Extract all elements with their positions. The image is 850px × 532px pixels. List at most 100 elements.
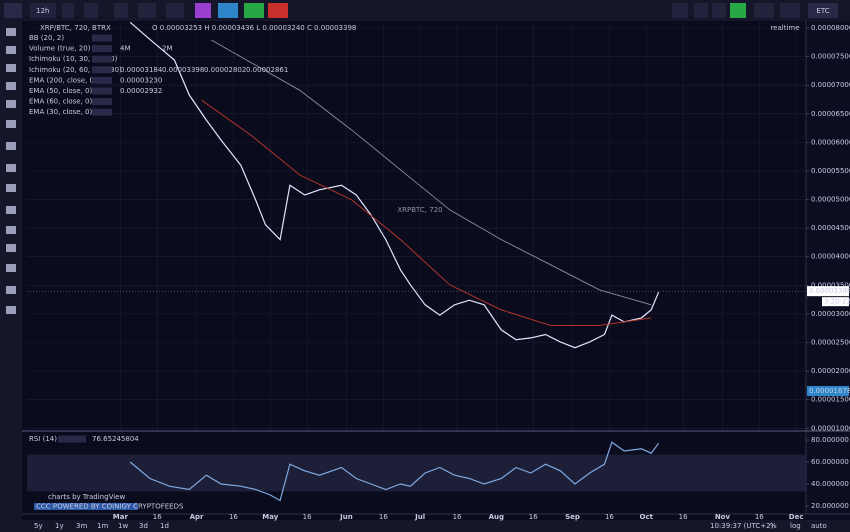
indicator-value: 0.00002802	[204, 66, 246, 74]
symbol-label: ETC	[816, 7, 829, 15]
fullscreen-button[interactable]	[672, 3, 688, 18]
indicator-value: 0.00003230	[120, 76, 162, 84]
x-tick-label: 16	[679, 513, 688, 521]
settings-button[interactable]	[114, 3, 128, 18]
y-tick-label: 0.00001500	[811, 396, 850, 404]
drawing-tools	[6, 28, 16, 314]
indicators-button[interactable]	[138, 3, 156, 18]
x-tick-label: Dec	[789, 513, 804, 521]
symbol-button[interactable]	[808, 3, 838, 18]
last-price-label: 0.00003398	[809, 287, 850, 295]
indicator-value: 2M	[162, 45, 173, 53]
tool-icon[interactable]	[6, 244, 16, 252]
sell-button[interactable]	[268, 3, 288, 18]
tool-icon[interactable]	[6, 264, 16, 272]
top-toolbar	[0, 0, 850, 21]
series-line	[201, 99, 652, 326]
range-button[interactable]: 1m	[97, 522, 108, 530]
tool-icon[interactable]	[6, 226, 16, 234]
tool-icon[interactable]	[6, 64, 16, 72]
tool-icon[interactable]	[6, 164, 16, 172]
y-tick-label: 0.00005000	[811, 196, 850, 204]
x-tick-label: Jun	[339, 513, 353, 521]
countdown-label: 3:20:22	[824, 298, 850, 306]
load-button[interactable]	[754, 3, 774, 18]
y-tick-label: 0.00005500	[811, 167, 850, 175]
rsi-title: RSI (14)	[29, 435, 57, 443]
undo-button[interactable]	[694, 3, 708, 18]
indicator-buttons	[92, 76, 112, 84]
x-tick-label: Sep	[565, 513, 580, 521]
y-tick-label: 40.000000	[811, 480, 849, 488]
range-button[interactable]: 3d	[139, 522, 148, 530]
range-button[interactable]: 1w	[118, 522, 128, 530]
tool-icon[interactable]	[6, 206, 16, 214]
rsi-value: 76.65245804	[92, 435, 139, 443]
crosshair-button[interactable]	[4, 3, 22, 18]
tool-icon[interactable]	[6, 46, 16, 54]
indicator-buttons	[92, 34, 112, 42]
x-tick-label: 16	[529, 513, 538, 521]
buy-button[interactable]	[244, 3, 264, 18]
range-button[interactable]: 3m	[76, 522, 87, 530]
menu-button[interactable]	[62, 3, 74, 18]
branding-badge	[34, 503, 138, 510]
auto-button[interactable]: auto	[811, 522, 827, 530]
compare-button[interactable]	[166, 3, 184, 18]
indicator-buttons	[92, 55, 112, 63]
tool-icon[interactable]	[6, 306, 16, 314]
tool-icon[interactable]	[6, 184, 16, 192]
x-tick-label: Apr	[190, 513, 204, 521]
y-tick-label: 0.00001000	[811, 424, 850, 432]
tool-icon[interactable]	[6, 120, 16, 128]
indicator-value: 0.00002932	[120, 87, 162, 95]
x-tick-label: 16	[605, 513, 614, 521]
log-button[interactable]: log	[790, 522, 801, 530]
indicator-name: EMA (50, close, 0)	[29, 87, 92, 95]
redo-button[interactable]	[712, 3, 726, 18]
series-line	[129, 441, 660, 502]
indicator-name: EMA (200, close, 0)	[29, 76, 97, 84]
tool-icon[interactable]	[6, 142, 16, 150]
y-tick-label: 0.00003000	[811, 310, 850, 318]
y-tick-label: 60.000000	[811, 458, 849, 466]
tool-icon[interactable]	[6, 286, 16, 294]
range-button[interactable]: 1d	[160, 522, 169, 530]
indicator-value: 0.00003398	[162, 66, 204, 74]
x-tick-label: Mar	[113, 513, 129, 521]
x-tick-label: Jul	[414, 513, 425, 521]
alert-button[interactable]	[218, 3, 238, 18]
range-button[interactable]: 1y	[55, 522, 64, 530]
x-tick-label: Nov	[715, 513, 731, 521]
percent-button[interactable]: %	[770, 522, 777, 530]
y-tick-label: 0.00006500	[811, 110, 850, 118]
last-price-box	[807, 286, 849, 297]
branding: charts by TradingView	[48, 493, 125, 501]
tool-icon[interactable]	[6, 100, 16, 108]
x-tick-label: May	[262, 513, 278, 521]
chart-style-button[interactable]	[84, 3, 98, 18]
y-tick-label: 0.00007500	[811, 53, 850, 61]
snapshot-button[interactable]	[730, 3, 746, 18]
x-tick-label: Oct	[640, 513, 654, 521]
clock: 10:39:37 (UTC+2)	[710, 522, 774, 530]
tool-icon[interactable]	[6, 82, 16, 90]
x-tick-label: 16	[755, 513, 764, 521]
indicator-value: 0.00003184	[120, 66, 163, 74]
rsi-band	[27, 454, 806, 492]
indicator-name: Volume (true, 20)	[29, 45, 91, 53]
indicator-name: Ichimoku (10, 30, 60, 30)	[29, 55, 118, 63]
y-tick-label: 80.000000	[811, 436, 849, 444]
indicator-buttons	[92, 87, 112, 95]
interval-button[interactable]	[30, 3, 56, 18]
tool-icon[interactable]	[6, 28, 16, 36]
save-button[interactable]	[780, 3, 800, 18]
y-tick-label: 0.00002500	[811, 339, 850, 347]
indicator-name: Ichimoku (20, 60, 120, 30)	[29, 66, 122, 74]
range-button[interactable]: 5y	[34, 522, 43, 530]
purple-button[interactable]	[195, 3, 211, 18]
